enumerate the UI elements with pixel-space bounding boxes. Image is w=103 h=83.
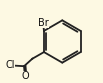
Text: Br: Br (38, 18, 49, 28)
Text: Cl: Cl (5, 60, 15, 70)
Text: O: O (21, 71, 29, 81)
